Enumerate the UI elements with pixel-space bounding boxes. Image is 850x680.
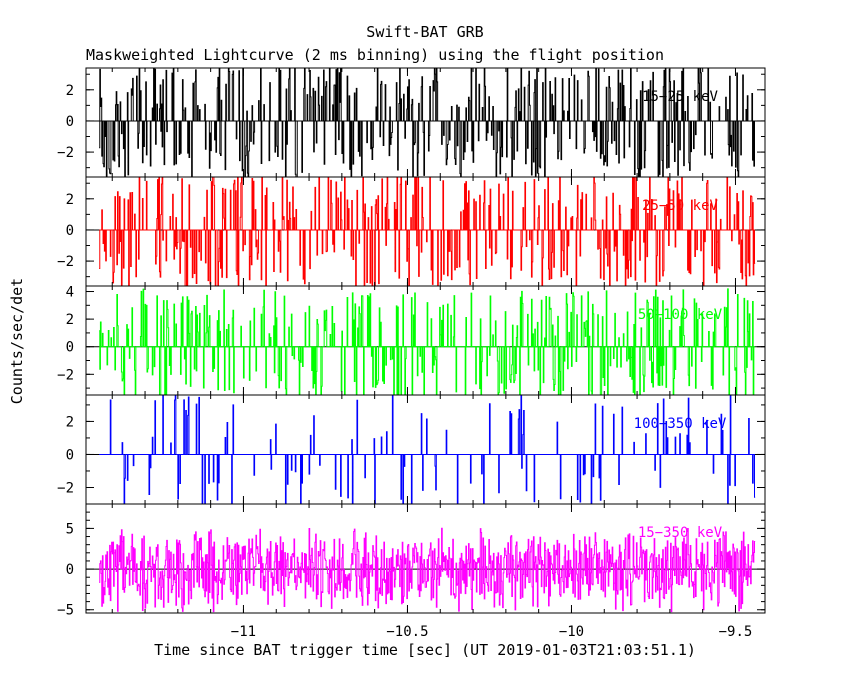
y-axis-label: Counts/sec/det [8,278,26,404]
band-label: 15−25 keV [642,89,718,105]
y-tick-label: −2 [57,367,74,383]
panel-frame [85,503,766,614]
series-line [99,394,756,505]
y-tick-label: 0 [66,223,74,239]
y-tick-label: 5 [66,521,74,537]
y-tick-label: −5 [57,603,74,619]
series-line [99,527,756,613]
y-tick-label: 2 [66,192,74,208]
panel-1: −2 0 2 15−25 keV [57,67,766,178]
panel-4: −2 0 2 100−350 keV [57,394,766,505]
panel-2: −2 0 2 25−50 keV [57,176,766,287]
y-tick-label: 0 [66,447,74,463]
x-tick-label: −9.5 [719,624,753,640]
y-tick-label: −2 [57,145,74,161]
x-tick-label: −11 [231,624,256,640]
y-tick-label: 4 [66,285,74,301]
series-line [99,67,756,178]
x-tick-label: −10 [559,624,584,640]
y-tick-label: 2 [66,83,74,99]
band-label: 15−350 keV [638,525,723,541]
band-label: 100−350 keV [634,416,727,432]
chart-title: Swift-BAT GRB [366,23,483,41]
y-tick-label: −2 [57,254,74,270]
series-line [99,176,756,287]
y-tick-label: 0 [66,340,74,356]
panels-group: −2 0 2 15−25 keV −2 0 2 25−50 keV −2 0 2 4 50−100 ke… [57,67,766,640]
x-tick-label: −10.5 [386,624,428,640]
y-tick-label: 0 [66,114,74,130]
y-tick-label: 0 [66,562,74,578]
y-tick-label: 2 [66,414,74,430]
chart-subtitle: Maskweighted Lightcurve (2 ms binning) u… [86,46,664,64]
y-tick-label: −2 [57,480,74,496]
band-label: 50−100 keV [638,307,723,323]
panel-5: −5 0 5 15−350 keV [57,503,766,619]
band-label: 25−50 keV [642,198,718,214]
x-axis-label: Time since BAT trigger time [sec] (UT 20… [154,641,696,659]
series-line [99,288,756,396]
panel-3: −2 0 2 4 50−100 keV [57,285,766,396]
y-tick-label: 2 [66,312,74,328]
